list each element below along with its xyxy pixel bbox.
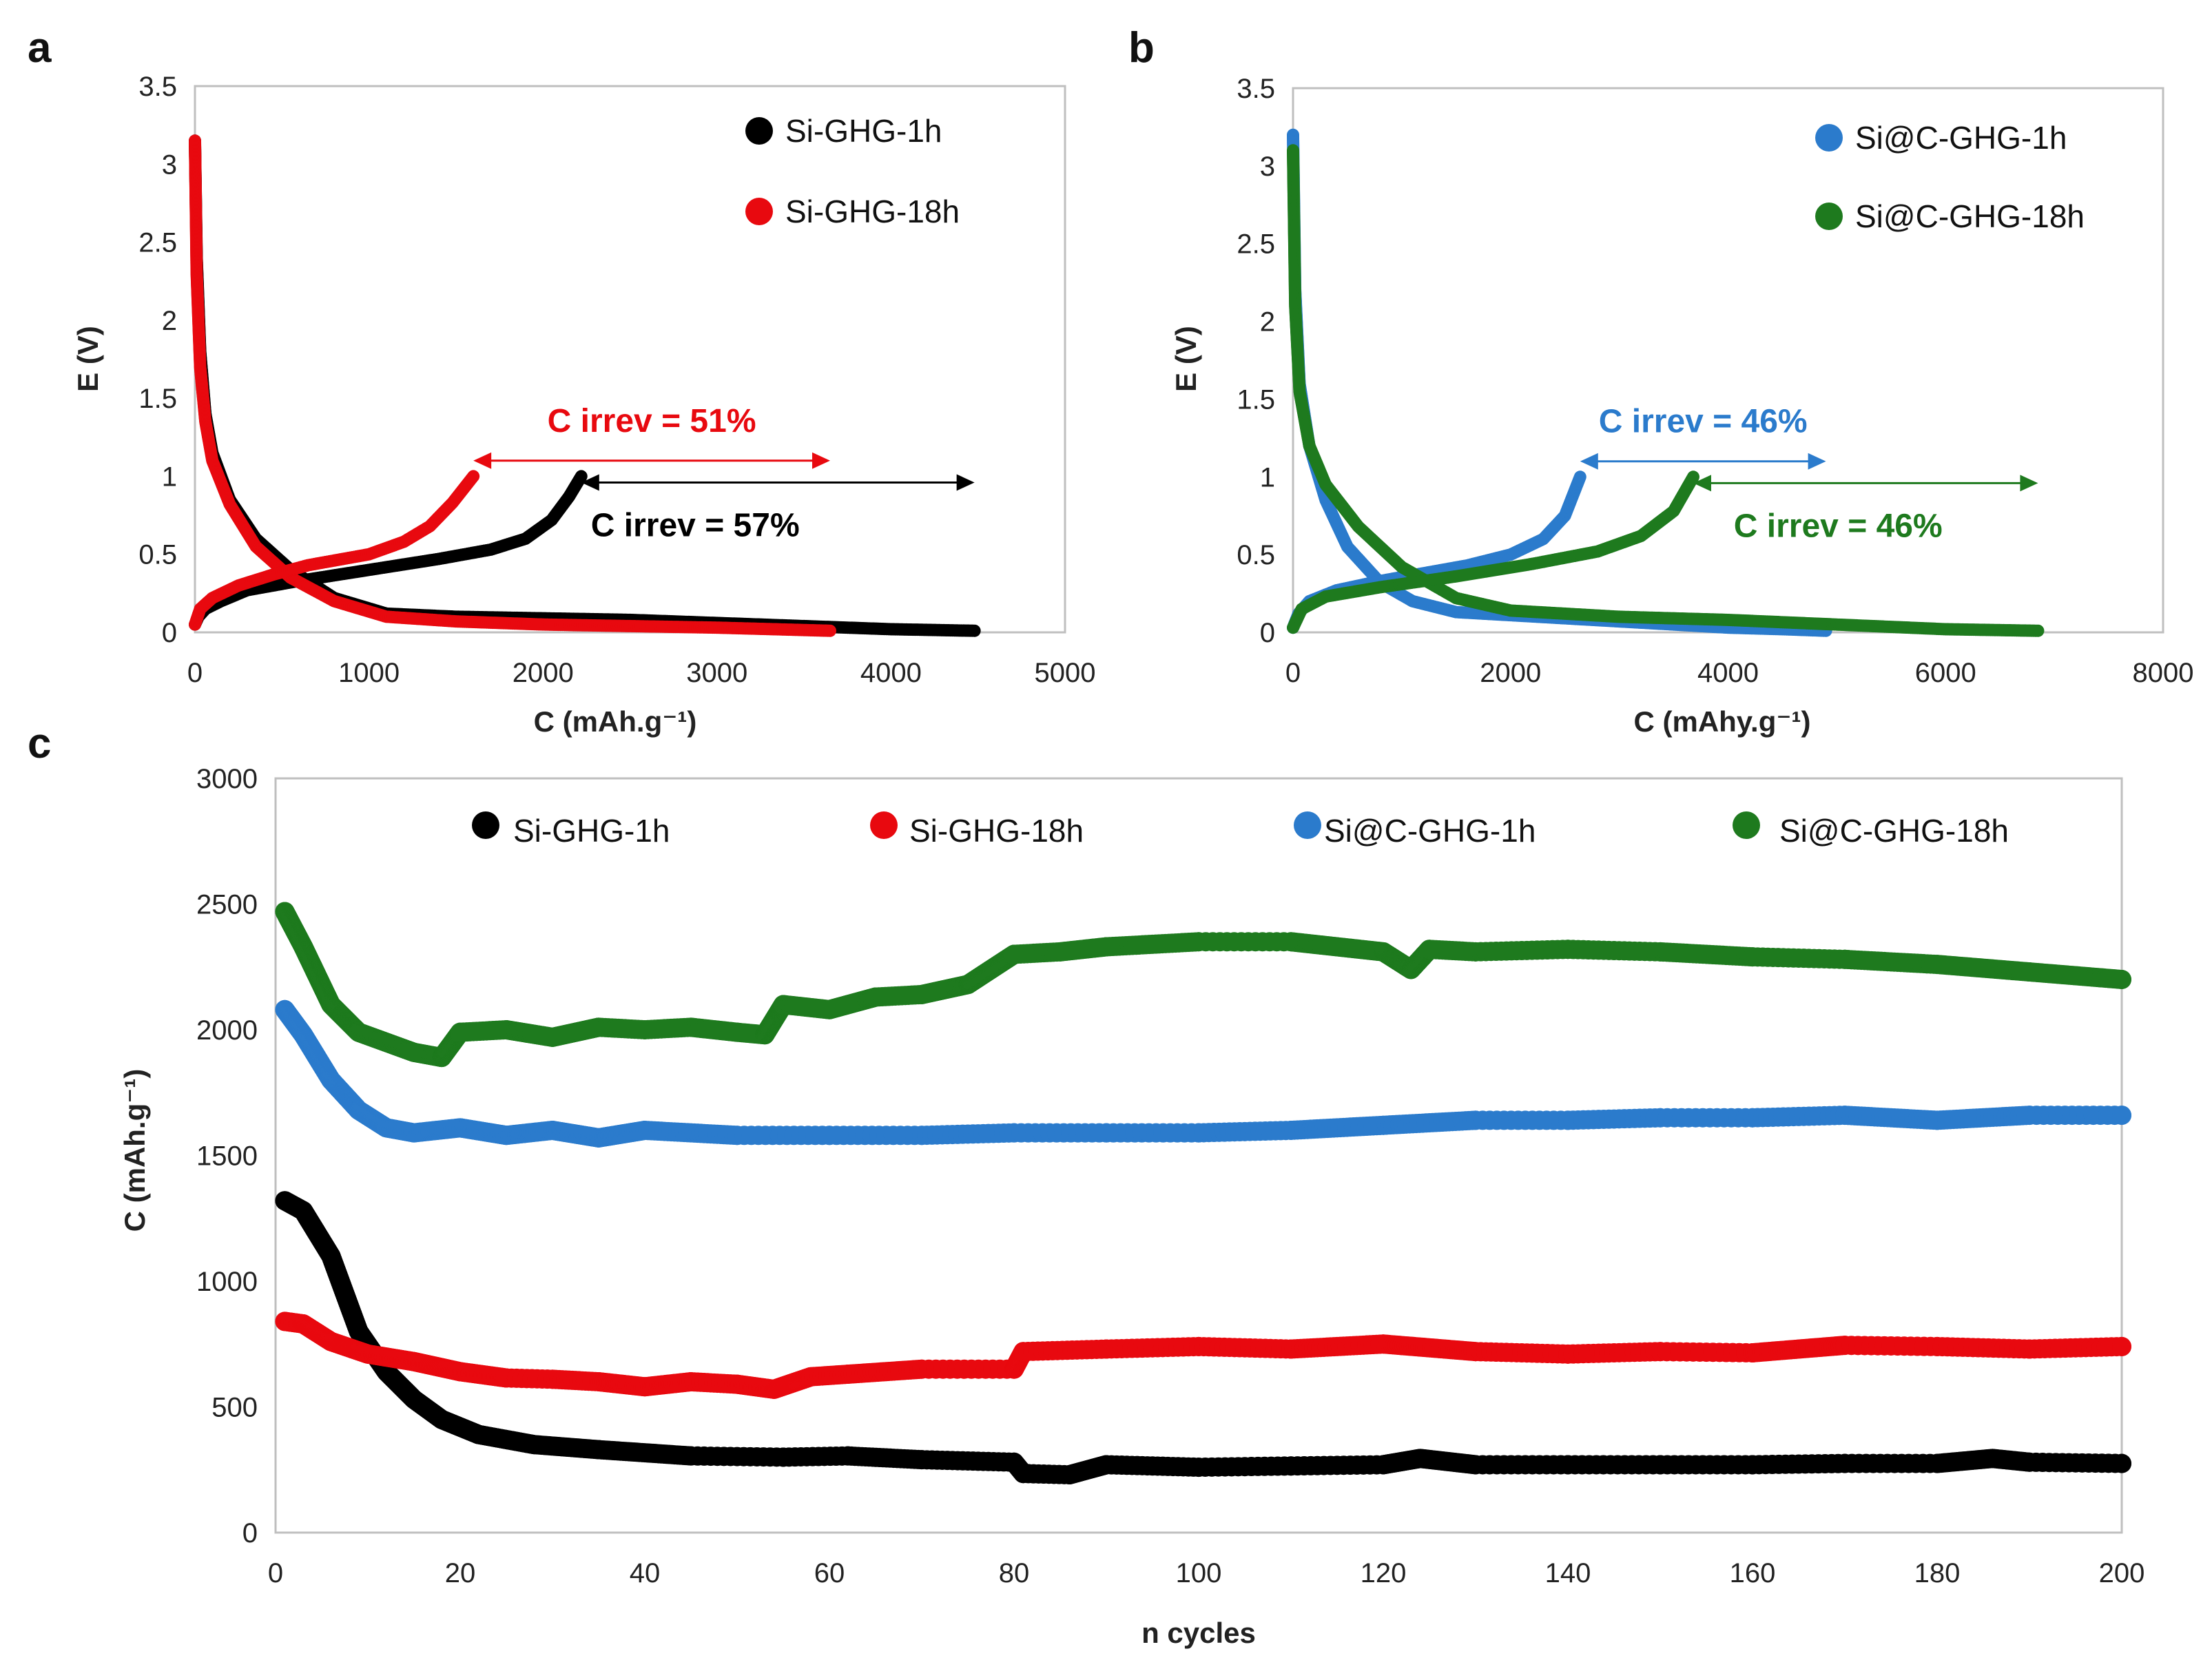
x-tick-label: 40 [630, 1558, 661, 1588]
panel-a: 0 1000 2000 3000 4000 5000 0 0.5 1 1.5 2 2.5 3 3.5 C … [72, 72, 1095, 738]
data-point [467, 470, 480, 483]
panel-c-letter: c [28, 720, 51, 767]
y-tick-label: 0 [242, 1518, 258, 1548]
data-point [823, 624, 836, 637]
y-tick-label: 1500 [196, 1141, 258, 1172]
y-tick-label: 2000 [196, 1015, 258, 1046]
irrev-label: C irrev = 57% [591, 507, 800, 543]
legend-label-si-ghg-18h: Si-GHG-18h [785, 194, 960, 229]
y-tick-label: 1.5 [1237, 384, 1275, 415]
x-tick-label: 2000 [513, 658, 574, 688]
x-tick-label: 0 [1285, 658, 1301, 688]
legend-marker-si-c-ghg-18h [1815, 203, 1843, 230]
x-tick-label: 80 [999, 1558, 1030, 1588]
panel-b-xlabel: C (mAhy.g⁻¹) [1633, 705, 1810, 738]
panel-a-xlabel: C (mAh.g⁻¹) [534, 705, 697, 738]
x-tick-label: 8000 [2133, 658, 2194, 688]
x-tick-label: 100 [1176, 1558, 1222, 1588]
x-tick-label: 180 [1914, 1558, 1961, 1588]
legend-label-si-c-ghg-18h: Si@C-GHG-18h [1855, 198, 2085, 234]
y-tick-label: 1 [162, 462, 177, 492]
irrev-label: C irrev = 46% [1599, 404, 1808, 440]
x-tick-label: 2000 [1480, 658, 1541, 688]
legend-label-si-ghg-1h: Si-GHG-1h [785, 113, 942, 149]
x-tick-label: 200 [2099, 1558, 2145, 1588]
x-tick-label: 4000 [860, 658, 922, 688]
y-tick-label: 3 [162, 149, 177, 180]
data-point [1573, 470, 1586, 484]
y-tick-label: 1.5 [138, 384, 177, 414]
y-tick-label: 3.5 [1237, 74, 1275, 104]
panel-a-series [189, 134, 981, 637]
legend-label-si-c-ghg-1h: Si@C-GHG-1h [1855, 120, 2067, 156]
x-tick-label: 6000 [1915, 658, 1976, 688]
y-tick-label: 1 [1260, 462, 1275, 493]
y-tick-label: 0 [162, 618, 177, 648]
y-tick-label: 3.5 [138, 72, 177, 102]
x-tick-label: 3000 [686, 658, 747, 688]
data-point [968, 624, 981, 637]
y-tick-label: 2 [162, 306, 177, 336]
x-tick-label: 20 [445, 1558, 476, 1588]
y-tick-label: 500 [211, 1393, 258, 1423]
y-tick-label: 1000 [196, 1267, 258, 1297]
panel-a-letter: a [28, 24, 52, 72]
y-tick-label: 2500 [196, 890, 258, 920]
y-tick-label: 2.5 [1237, 229, 1275, 260]
x-tick-label: 5000 [1035, 658, 1096, 688]
x-tick-label: 60 [814, 1558, 845, 1588]
y-tick-label: 2 [1260, 307, 1275, 338]
data-point [2032, 624, 2045, 637]
panel-a-ylabel: E (V) [72, 326, 104, 392]
x-tick-label: 1000 [338, 658, 400, 688]
panel-b-ylabel: E (V) [1170, 326, 1202, 392]
irrev-label: C irrev = 51% [548, 403, 756, 439]
y-tick-label: 3000 [196, 764, 258, 794]
x-tick-label: 0 [268, 1558, 283, 1588]
y-tick-label: 2.5 [138, 228, 177, 258]
x-tick-label: 4000 [1697, 658, 1759, 688]
y-tick-label: 0.5 [1237, 540, 1275, 570]
legend-marker-si-ghg-1h [745, 117, 773, 145]
x-tick-label: 0 [187, 658, 203, 688]
legend-marker-si-ghg-18h [745, 198, 773, 225]
legend-marker-si-c-ghg-1h [1815, 124, 1843, 152]
irrev-label: C irrev = 46% [1734, 508, 1943, 544]
x-tick-label: 140 [1545, 1558, 1591, 1588]
panel-a-ticks: 0 1000 2000 3000 4000 5000 0 0.5 1 1.5 2 2.5 3 3.5 [138, 72, 1095, 688]
y-tick-label: 0.5 [138, 540, 177, 570]
x-tick-label: 160 [1730, 1558, 1776, 1588]
panel-b-letter: b [1128, 24, 1155, 72]
x-tick-label: 120 [1361, 1558, 1407, 1588]
y-tick-label: 0 [1260, 618, 1275, 648]
y-tick-label: 3 [1260, 152, 1275, 182]
